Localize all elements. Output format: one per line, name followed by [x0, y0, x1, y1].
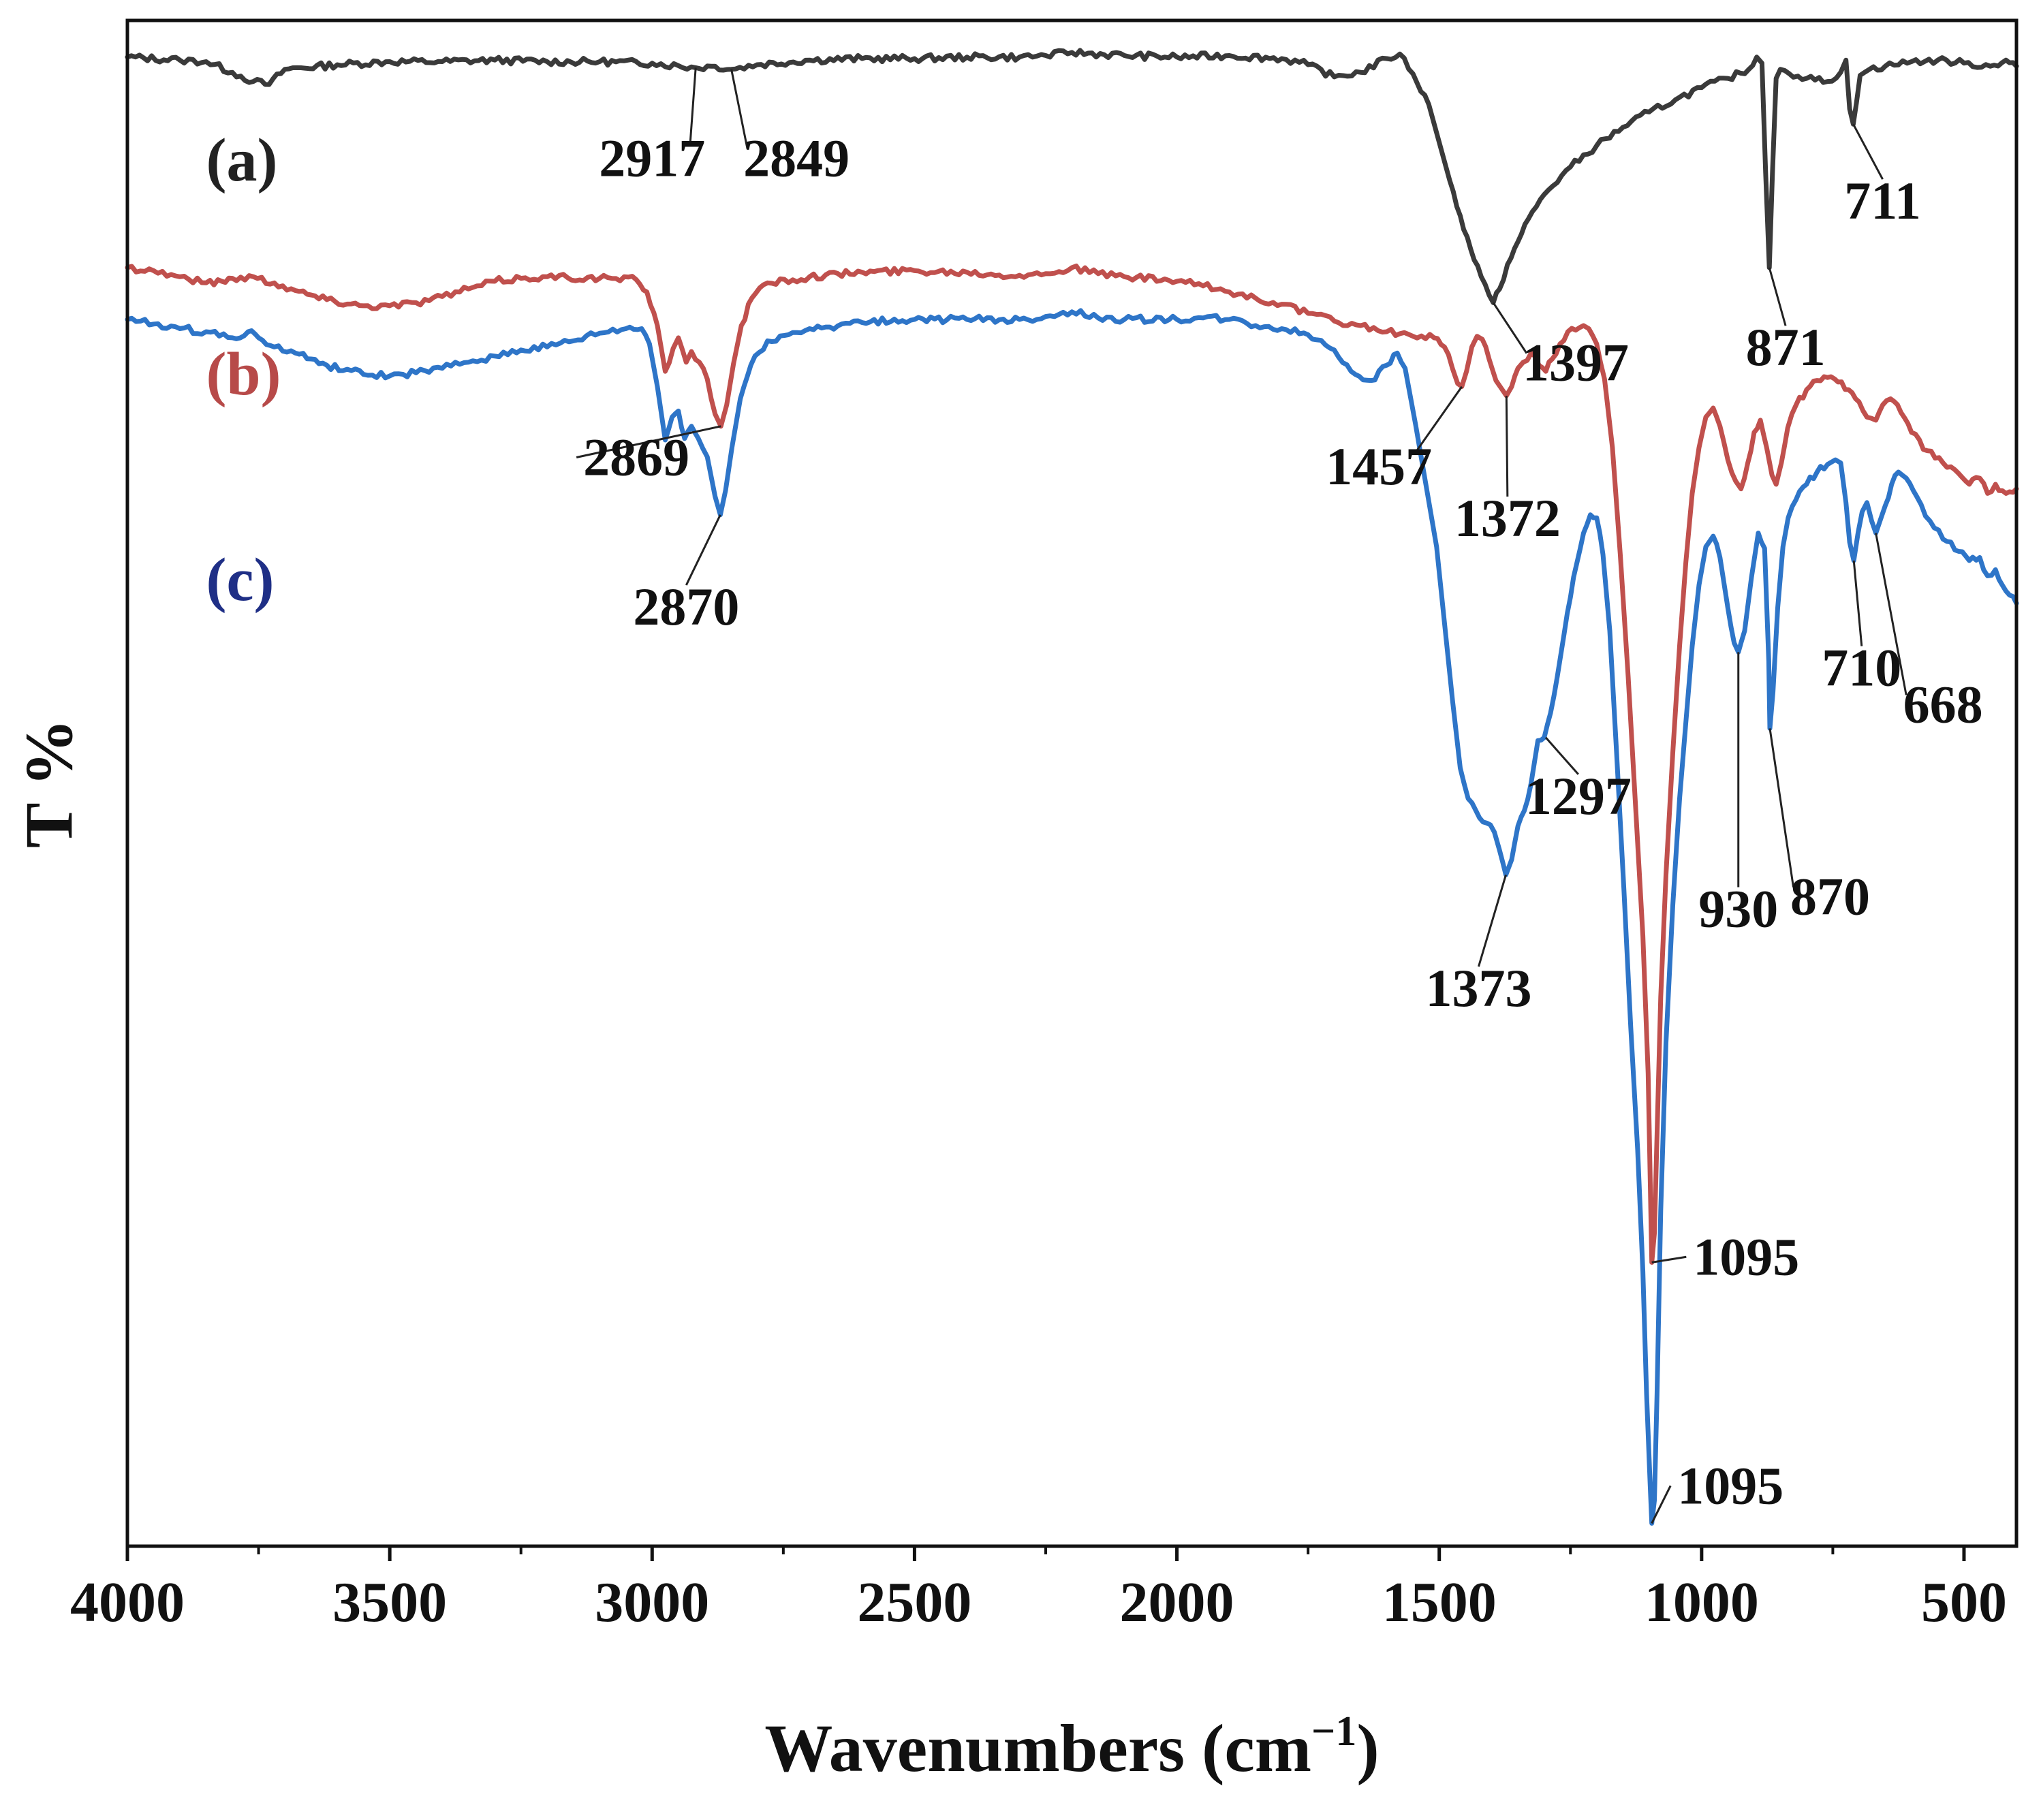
peak-leader-line: [1852, 560, 1863, 646]
peak-leader-line: [1875, 533, 1907, 695]
series-line-a: [125, 48, 2019, 305]
annotation-layer: 2917 2849 711 871 1397 2869 1457 1372 1095 2870 13…: [576, 67, 1983, 1524]
x-tick-label: 4000: [70, 1571, 185, 1634]
peak-annotation-1095: 1095: [1651, 1227, 1799, 1286]
x-axis-label: Wavenumbers (cm−1): [764, 1708, 1379, 1786]
peak-annotation-871: 871: [1746, 267, 1826, 377]
peak-annotation-1372: 1372: [1454, 396, 1561, 548]
peak-label: 930: [1698, 879, 1778, 939]
peak-leader-line: [685, 514, 721, 586]
peak-annotation-2870: 2870: [633, 514, 739, 636]
x-axis-ticks: 4000 3500 3000 2500 2000 1500 1000 500: [70, 1546, 2007, 1634]
peak-label: 2870: [633, 577, 739, 636]
peak-label: 2849: [743, 128, 850, 187]
series-label-b: (b): [206, 341, 281, 408]
peak-leader-line: [1505, 396, 1509, 497]
peak-annotation-870: 870: [1769, 728, 1870, 926]
y-axis-label: T %: [11, 719, 87, 848]
peak-leader-line: [1769, 728, 1795, 888]
series-label-c: (c): [206, 546, 275, 614]
peak-leader-line: [1544, 736, 1579, 775]
peak-leader-line: [1651, 1485, 1672, 1524]
plot-frame: [125, 18, 2019, 1548]
peak-annotation-2917: 2917: [599, 67, 705, 187]
peak-annotation-710: 710: [1822, 560, 1901, 697]
x-axis-label-close: ): [1356, 1710, 1379, 1786]
x-tick-label: 3500: [332, 1571, 447, 1634]
peak-leader-line: [689, 67, 697, 142]
peak-annotation-2849: 2849: [730, 69, 850, 187]
x-tick-label: 3000: [595, 1571, 709, 1634]
peak-label: 871: [1746, 317, 1826, 377]
peak-annotation-1297: 1297: [1525, 736, 1632, 826]
peak-annotation-930: 930: [1698, 652, 1778, 939]
peak-label: 870: [1790, 867, 1870, 926]
peak-label: 1297: [1525, 766, 1632, 826]
peak-label: 1397: [1523, 333, 1629, 392]
peak-label: 1095: [1693, 1227, 1799, 1286]
peak-leader-line: [1416, 386, 1463, 451]
peak-leader-line: [1651, 1255, 1687, 1264]
peak-annotation-1457: 1457: [1326, 386, 1463, 496]
x-tick-label: 500: [1921, 1571, 2007, 1634]
series-layer: (a) (b) (c): [125, 48, 2019, 1526]
peak-label: 2917: [599, 128, 705, 187]
x-tick-label: 2500: [857, 1571, 971, 1634]
x-tick-label: 2000: [1120, 1571, 1234, 1634]
peak-label: 710: [1822, 638, 1901, 697]
peak-leader-line: [730, 69, 749, 149]
peak-label: 1372: [1454, 488, 1561, 548]
x-tick-label: 1500: [1382, 1571, 1497, 1634]
peak-label: 711: [1844, 171, 1921, 230]
peak-label: 1457: [1326, 437, 1432, 496]
x-axis-label-superscript: −1: [1311, 1708, 1356, 1755]
series-line-b: [125, 264, 2019, 1265]
peak-label: 2869: [583, 428, 689, 487]
peak-annotation-2869: 2869: [576, 425, 721, 487]
peak-label: 668: [1903, 674, 1983, 734]
peak-annotation-1095: 1095: [1651, 1456, 1783, 1524]
peak-label: 1373: [1425, 958, 1531, 1018]
peak-leader-line: [1852, 123, 1884, 180]
series-line-c: [125, 308, 2019, 1526]
peak-leader-line: [1768, 267, 1787, 326]
peak-leader-line: [1492, 302, 1528, 354]
peak-leader-line: [1478, 874, 1507, 967]
x-tick-label: 1000: [1645, 1571, 1759, 1634]
series-label-a: (a): [206, 127, 278, 194]
peak-annotation-1373: 1373: [1425, 874, 1531, 1018]
x-axis-label-text: Wavenumbers (cm: [764, 1710, 1311, 1786]
peak-leader-line: [576, 425, 721, 458]
peak-annotation-668: 668: [1875, 533, 1983, 734]
peak-annotation-711: 711: [1844, 123, 1921, 230]
peak-label: 1095: [1677, 1456, 1783, 1515]
peak-annotation-1397: 1397: [1492, 302, 1629, 392]
